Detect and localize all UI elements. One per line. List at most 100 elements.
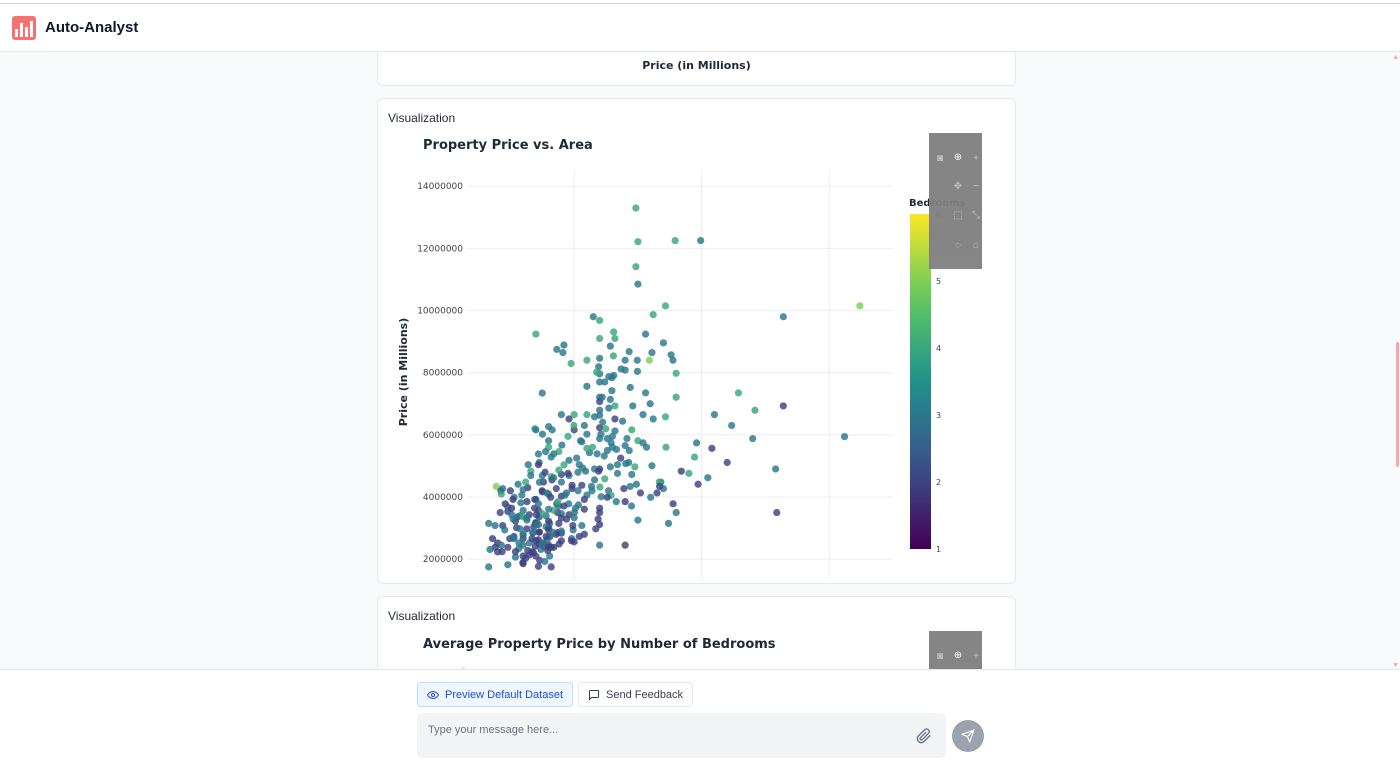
message-input[interactable] bbox=[417, 713, 897, 747]
scatter-point bbox=[603, 434, 611, 443]
scatter-point bbox=[511, 553, 520, 561]
scroll-down-arrow-icon[interactable]: ▼ bbox=[1392, 662, 1399, 669]
scatter-point bbox=[541, 448, 550, 456]
y-tick-label: 2000000 bbox=[423, 555, 463, 565]
scatter-point bbox=[568, 484, 576, 493]
send-button[interactable] bbox=[952, 720, 984, 752]
preview-default-dataset-button[interactable]: Preview Default Dataset bbox=[417, 682, 573, 707]
scatter-point bbox=[694, 480, 702, 488]
scatter-point bbox=[517, 499, 525, 507]
y-tick-label: 12000000 bbox=[417, 244, 463, 254]
reset-axes-icon[interactable]: ⌂ bbox=[972, 240, 980, 251]
page-scrollbar[interactable]: ▲ ▼ bbox=[1392, 52, 1400, 669]
pan-icon[interactable]: ✥ bbox=[953, 181, 963, 192]
scatter-point bbox=[555, 540, 563, 548]
scatter-point bbox=[590, 476, 599, 484]
scatter-chart[interactable]: 5k10k15k20000004000000600000080000001000… bbox=[388, 129, 988, 579]
scatter-point bbox=[583, 430, 591, 438]
scatter-point bbox=[578, 464, 587, 472]
scatter-point bbox=[596, 406, 604, 414]
zoom-icon[interactable]: ⊕ bbox=[953, 152, 963, 163]
scatter-point bbox=[567, 359, 575, 368]
chart-gridline-partial bbox=[461, 667, 465, 669]
scatter-point bbox=[588, 443, 597, 451]
scatter-point bbox=[519, 486, 527, 494]
scatter-point bbox=[573, 454, 581, 462]
scatter-point bbox=[603, 446, 611, 455]
scatter-point bbox=[539, 539, 547, 547]
zoom-out-icon[interactable]: − bbox=[973, 181, 979, 192]
scatter-point bbox=[583, 444, 591, 452]
visualization-label: Visualization bbox=[388, 111, 456, 125]
scatter-point bbox=[547, 493, 555, 501]
scatter-point bbox=[559, 349, 567, 357]
scatter-point bbox=[613, 461, 622, 469]
scatter-point bbox=[501, 500, 509, 508]
scatter-point bbox=[534, 461, 543, 469]
y-tick-label: 6000000 bbox=[423, 431, 463, 441]
scatter-point bbox=[672, 369, 680, 377]
scatter-point bbox=[537, 545, 545, 554]
camera-icon[interactable]: ◙ bbox=[936, 153, 944, 164]
colorbar-tick-label: 2 bbox=[936, 478, 941, 487]
scatter-point bbox=[538, 430, 547, 438]
scatter-point bbox=[710, 411, 719, 419]
scatter-point bbox=[538, 389, 546, 397]
scatter-point bbox=[606, 395, 614, 404]
scatter-point bbox=[523, 498, 531, 506]
scatter-point bbox=[662, 443, 670, 451]
scatter-point bbox=[580, 421, 588, 430]
scatter-point bbox=[648, 462, 656, 470]
scatter-point bbox=[611, 427, 619, 435]
scatter-point bbox=[532, 520, 540, 529]
scroll-up-arrow-icon[interactable]: ▲ bbox=[1392, 54, 1399, 61]
scatter-point bbox=[575, 532, 583, 541]
paperclip-icon[interactable] bbox=[916, 728, 932, 744]
scatter-point bbox=[649, 415, 657, 423]
scatter-point bbox=[532, 537, 540, 545]
scatter-point bbox=[642, 443, 651, 451]
scatter-point bbox=[588, 487, 596, 495]
window-top-edge bbox=[0, 0, 1400, 4]
scatter-point bbox=[655, 482, 664, 491]
scatter-point bbox=[620, 484, 628, 493]
lasso-select-icon[interactable]: ◌ bbox=[955, 240, 961, 251]
scatter-point bbox=[602, 425, 610, 433]
visualization-card: Visualization Property Price vs. Area 5k… bbox=[377, 98, 1016, 584]
scatter-point bbox=[612, 498, 620, 506]
chart-title: Property Price vs. Area bbox=[423, 138, 593, 153]
scatter-point bbox=[548, 426, 556, 434]
chat-scroll-area[interactable]: Price (in Millions) Visualization Proper… bbox=[0, 52, 1400, 669]
scrollbar-thumb[interactable] bbox=[1396, 342, 1399, 467]
scatter-point bbox=[633, 356, 641, 364]
visualization-label-2: Visualization bbox=[388, 609, 456, 623]
scatter-point bbox=[636, 489, 645, 497]
visualization-card-2: Visualization Average Property Price by … bbox=[377, 596, 1016, 669]
scatter-point bbox=[704, 474, 712, 482]
camera-icon[interactable]: ◙ bbox=[936, 651, 944, 662]
scatter-point bbox=[564, 469, 572, 477]
scatter-point bbox=[564, 432, 572, 440]
zoom-in-icon[interactable]: + bbox=[973, 651, 979, 662]
scatter-point bbox=[553, 345, 561, 353]
scatter-point bbox=[578, 521, 586, 530]
scatter-point bbox=[622, 459, 630, 468]
zoom-in-icon[interactable]: + bbox=[973, 153, 979, 164]
autoscale-icon[interactable]: ⤡ bbox=[972, 210, 980, 221]
scatter-point bbox=[558, 441, 566, 449]
scatter-point bbox=[606, 463, 614, 471]
scatter-point bbox=[596, 316, 604, 325]
scatter-point bbox=[504, 561, 512, 569]
scatter-point bbox=[546, 552, 554, 560]
scatter-point bbox=[545, 437, 553, 445]
scatter-point bbox=[669, 356, 677, 364]
scatter-point bbox=[626, 482, 634, 491]
previous-chart-xlabel: Price (in Millions) bbox=[642, 59, 751, 72]
scatter-point bbox=[645, 356, 653, 364]
box-select-icon[interactable]: ⬚ bbox=[953, 210, 963, 221]
send-feedback-button[interactable]: Send Feedback bbox=[578, 682, 694, 707]
scatter-point bbox=[623, 434, 631, 443]
scatter-point bbox=[751, 406, 759, 414]
zoom-icon[interactable]: ⊕ bbox=[953, 650, 963, 661]
scatter-point bbox=[532, 511, 540, 519]
